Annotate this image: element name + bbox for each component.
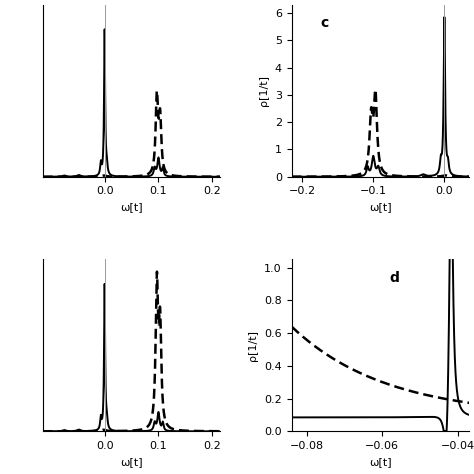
Y-axis label: ρ[1/t]: ρ[1/t] [248, 330, 258, 361]
X-axis label: ω[t]: ω[t] [369, 456, 392, 466]
Y-axis label: ρ[1/t]: ρ[1/t] [259, 75, 269, 106]
X-axis label: ω[t]: ω[t] [120, 202, 143, 212]
X-axis label: ω[t]: ω[t] [120, 456, 143, 466]
Text: d: d [389, 271, 399, 285]
Text: c: c [320, 16, 328, 30]
X-axis label: ω[t]: ω[t] [369, 202, 392, 212]
